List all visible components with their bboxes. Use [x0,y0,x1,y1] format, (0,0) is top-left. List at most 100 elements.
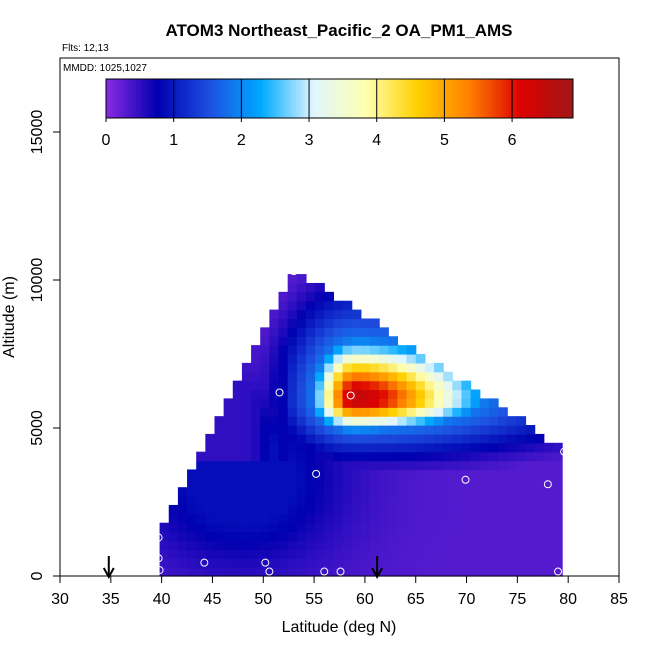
heatmap-cell [342,425,353,435]
heatmap-cell [168,513,179,524]
heatmap-cell [552,540,563,550]
heatmap-cell [424,531,435,542]
heatmap-cell [397,416,408,426]
heatmap-cell [269,407,280,417]
heatmap-cell [305,398,316,408]
colorbar-swatch [182,79,187,118]
heatmap-cell [187,487,197,497]
heatmap-cell [424,504,435,515]
heatmap-cell [379,558,389,568]
heatmap-cell [287,407,298,417]
heatmap-cell [525,487,536,497]
heatmap-cell [278,407,289,417]
heatmap-cell [214,416,225,426]
heatmap-cell [260,380,270,391]
heatmap-cell [452,442,463,453]
heatmap-cell [223,442,234,453]
heatmap-cell [452,504,463,515]
heatmap-cell [369,531,380,542]
heatmap-cell [360,362,371,373]
colorbar-swatch [179,79,184,118]
heatmap-cell [452,398,463,408]
colorbar-swatch [429,79,434,118]
heatmap-cell [507,442,517,453]
heatmap-cell [388,460,399,471]
heatmap-cell [415,540,426,550]
heatmap-cell [498,469,508,479]
heatmap-cell [196,522,206,533]
heatmap-cell [369,336,380,346]
heatmap-cell [269,496,280,506]
heatmap-cell [525,540,536,550]
colorbar-swatch [309,79,314,118]
heatmap-cell [196,540,206,550]
heatmap-cell [415,371,426,382]
heatmap-cell [324,407,334,417]
heatmap-cell [388,487,399,497]
heatmap-cell [269,380,280,391]
heatmap-cell [287,371,298,382]
heatmap-cell [479,478,490,488]
heatmap-cell [260,549,270,559]
heatmap-cell [452,425,463,435]
heatmap-cell [324,389,334,399]
heatmap-cell [397,504,408,515]
heatmap-cell [379,504,389,515]
heatmap-cell [424,433,435,444]
heatmap-cell [388,504,399,515]
heatmap-cell [287,389,298,399]
sample-point [336,567,345,576]
heatmap-cell [305,496,316,506]
heatmap-cell [525,442,536,453]
x-axis: 30 35 40 45 50 55 60 65 70 75 80 85 [51,576,628,608]
heatmap-cell [379,433,389,444]
heatmap-cell [424,487,435,497]
heatmap-cell [379,389,389,399]
heatmap-cell [452,567,463,577]
heatmap-cell [379,398,389,408]
colorbar-swatch [149,79,154,118]
x-tick-label: 75 [508,591,526,608]
heatmap-cell [443,531,453,542]
heatmap-cell [424,513,435,524]
heatmap-cell [241,504,252,515]
heatmap-cell [379,442,389,453]
heatmap-cell [507,504,517,515]
heatmap-cell [315,327,325,337]
heatmap-cell [543,469,554,479]
heatmap-cell [296,522,307,533]
heatmap-cell [415,442,426,453]
heatmap-cell [470,389,481,399]
colorbar-swatch [369,79,374,118]
heatmap-cell [397,345,408,355]
colorbar-swatch [509,79,514,118]
heatmap-cell [342,487,353,497]
heatmap-cell [196,451,206,462]
heatmap-cell [342,371,353,382]
colorbar-swatch [352,79,357,118]
colorbar-swatch [212,79,217,118]
colorbar-swatch [386,79,391,118]
heatmap-cell [315,354,325,364]
heatmap-cell [470,504,481,515]
heatmap-cell [388,496,399,506]
heatmap-cell [260,451,270,462]
heatmap-cell [333,354,344,364]
heatmap-cell [479,549,490,559]
heatmap-cell [196,513,206,524]
heatmap-cell [251,558,261,568]
heatmap-cell [397,567,408,577]
heatmap-cell [388,469,399,479]
heatmap-cell [415,469,426,479]
heatmap-cell [406,442,417,453]
heatmap-cell [369,433,380,444]
heatmap-cell [205,496,216,506]
colorbar-swatch [362,79,367,118]
heatmap-cell [260,389,270,399]
heatmap-cell [278,451,289,462]
heatmap-cell [315,531,325,542]
heatmap-cell [324,487,334,497]
heatmap-cell [424,478,435,488]
heatmap-cell [333,416,344,426]
sample-point [312,469,321,478]
